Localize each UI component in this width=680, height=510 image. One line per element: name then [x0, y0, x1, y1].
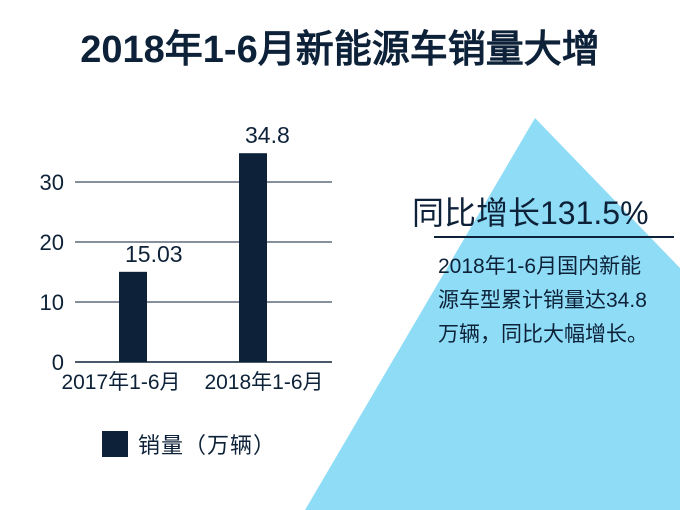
bar-value-label: 34.8: [245, 122, 290, 148]
upward-arrow-shape: [305, 118, 680, 510]
y-tick-label: 30: [40, 170, 64, 195]
y-tick-label: 10: [40, 290, 64, 315]
growth-callout: 同比增长131.5% 2018年1-6月国内新能源车型累计销量达34.8万辆，同…: [412, 188, 674, 352]
bar-value-label: 15.03: [125, 241, 183, 267]
legend-swatch: [102, 431, 128, 457]
callout-body: 2018年1-6月国内新能源车型累计销量达34.8万辆，同比大幅增长。: [438, 255, 648, 346]
chart-legend: 销量（万辆）: [102, 428, 276, 460]
x-tick-label: 2018年1-6月: [204, 371, 323, 394]
callout-headline: 同比增长131.5%: [412, 195, 649, 231]
x-tick-label: 2017年1-6月: [61, 371, 180, 394]
upward-arrow-notch: [455, 420, 610, 510]
bar: [119, 271, 147, 362]
bar: [239, 153, 267, 362]
page-title: 2018年1-6月新能源车销量大增: [80, 29, 600, 71]
y-tick-label: 20: [40, 230, 64, 255]
legend-label: 销量（万辆）: [138, 433, 277, 458]
callout-divider: [434, 236, 674, 238]
y-tick-label: 0: [52, 350, 64, 375]
